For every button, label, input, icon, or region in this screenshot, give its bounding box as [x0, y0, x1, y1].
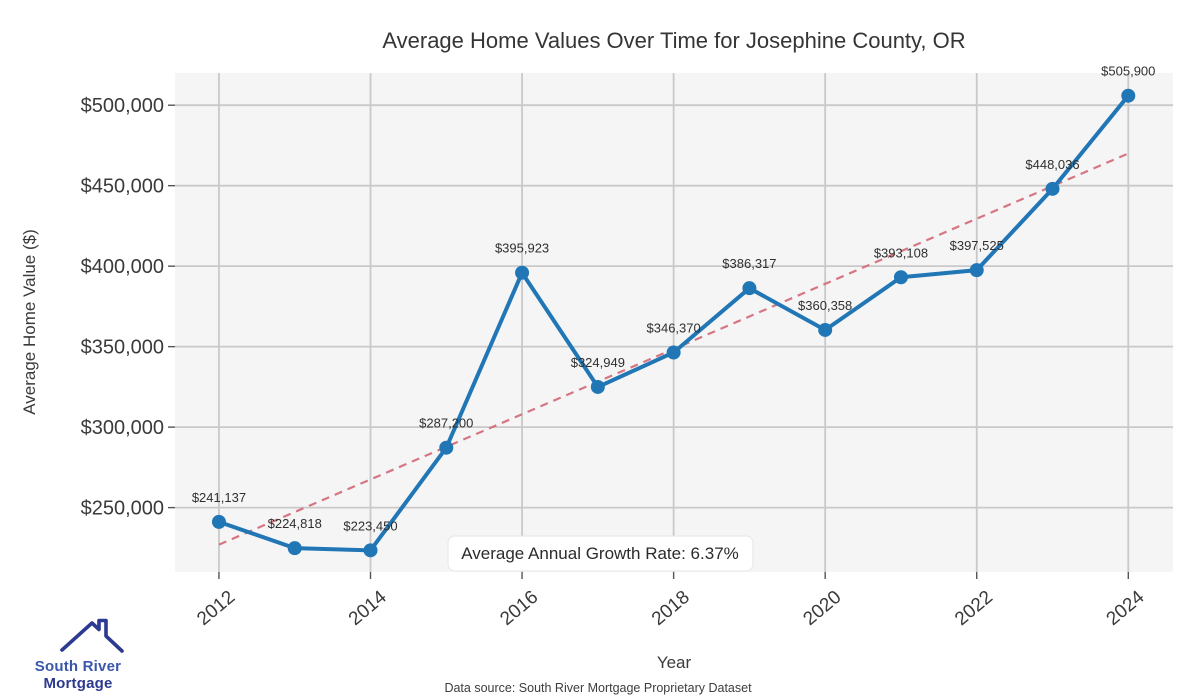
axis-tick-marks [168, 104, 1129, 579]
y-tick-label: $300,000 [81, 417, 164, 439]
data-point-marker [742, 281, 757, 296]
y-axis-tick-labels: $250,000 $300,000 $350,000 $400,000 $450,000… [81, 95, 164, 519]
data-point-label: $360,358 [798, 298, 852, 313]
data-point-marker [363, 543, 378, 558]
logo-line1: South River [34, 658, 122, 675]
y-axis-label: Average Home Value ($) [20, 229, 39, 415]
data-point-marker [211, 514, 226, 529]
data-point-markers [211, 88, 1136, 558]
data-point-marker [666, 345, 681, 360]
x-tick-label: 2018 [648, 587, 694, 630]
data-point-label: $397,525 [950, 238, 1004, 253]
data-point-marker [515, 265, 530, 280]
data-point-label: $346,370 [647, 320, 701, 335]
data-point-label: $386,317 [722, 256, 776, 271]
y-tick-label: $450,000 [81, 176, 164, 198]
growth-rate-annotation: Average Annual Growth Rate: 6.37% [447, 535, 754, 572]
x-tick-label: 2024 [1103, 586, 1149, 630]
data-point-marker [1121, 88, 1136, 103]
x-tick-label: 2020 [800, 587, 846, 630]
y-tick-label: $250,000 [81, 498, 164, 520]
y-tick-label: $350,000 [81, 337, 164, 359]
data-point-label: $224,818 [268, 516, 322, 531]
data-point-label: $223,450 [343, 518, 397, 533]
chart-title: Average Home Values Over Time for Joseph… [382, 28, 965, 53]
data-point-label: $505,900 [1101, 64, 1155, 79]
data-point-label: $393,108 [874, 245, 928, 260]
data-point-label: $324,949 [571, 355, 625, 370]
data-point-marker [818, 322, 833, 337]
annotation-text: Average Annual Growth Rate: 6.37% [461, 544, 739, 563]
x-tick-label: 2014 [345, 586, 391, 630]
south-river-mortgage-logo: South River Mortgage [18, 612, 138, 692]
data-point-label: $395,923 [495, 241, 549, 256]
house-roof-icon [60, 618, 124, 653]
data-point-marker [287, 541, 302, 556]
y-tick-label: $400,000 [81, 256, 164, 278]
y-tick-label: $500,000 [81, 95, 164, 117]
data-point-marker [439, 440, 454, 455]
data-point-labels: $241,137 $224,818 $223,450 $287,200 $395,923… [192, 64, 1156, 534]
data-source-footer: Data source: South River Mortgage Propri… [444, 681, 752, 695]
data-point-marker [590, 379, 605, 394]
x-axis-tick-labels: 2012 2014 2016 2018 2020 2022 2024 [193, 586, 1149, 630]
data-point-marker [969, 263, 984, 278]
logo-line2: Mortgage [43, 675, 113, 692]
x-tick-label: 2016 [496, 587, 542, 630]
data-point-label: $287,200 [419, 416, 473, 431]
x-tick-label: 2022 [951, 587, 997, 630]
data-point-label: $448,036 [1025, 157, 1079, 172]
data-point-label: $241,137 [192, 490, 246, 505]
x-tick-label: 2012 [193, 587, 239, 630]
data-point-marker [893, 270, 908, 285]
annotation-box [447, 535, 754, 572]
data-point-marker [1045, 181, 1060, 196]
x-axis-label: Year [657, 653, 692, 672]
